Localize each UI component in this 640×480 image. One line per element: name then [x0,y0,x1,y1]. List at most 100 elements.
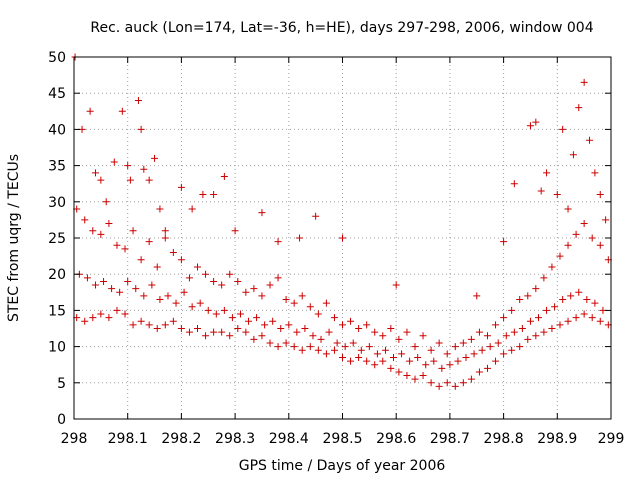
data-point [253,314,261,322]
data-point [169,317,177,325]
data-point [390,353,398,361]
data-point [403,372,411,380]
data-point [443,379,451,387]
data-point [580,78,588,86]
data-point [91,169,99,177]
data-point [129,227,137,235]
data-point [572,230,580,238]
data-point [285,321,293,329]
data-point [564,205,572,213]
data-point [451,343,459,351]
data-point [274,343,282,351]
data-point [347,317,355,325]
data-point [245,317,253,325]
data-point [422,361,430,369]
x-tick-label: 298.8 [484,431,524,447]
data-point [596,317,604,325]
data-point [435,382,443,390]
data-point [526,122,534,130]
data-point [540,328,548,336]
data-point [387,325,395,332]
data-point [228,314,236,322]
data-point [524,292,532,300]
data-point [322,299,330,307]
x-tick-label: 298.4 [269,431,309,447]
data-point [309,332,317,340]
data-point [97,176,105,184]
data-point [220,306,228,314]
data-point [306,303,314,311]
data-point [301,325,309,332]
data-point [296,234,304,242]
data-point [113,306,121,314]
data-point [129,321,137,329]
data-point [91,281,99,289]
data-point [459,379,467,387]
y-tick-label: 10 [48,340,66,356]
data-point [258,209,266,217]
data-point [492,321,500,329]
data-point [454,357,462,365]
data-point [379,332,387,340]
data-point [475,368,483,376]
data-point [427,346,435,354]
data-point [478,346,486,354]
data-point [161,321,169,329]
data-point [330,314,338,322]
data-point [258,332,266,340]
data-point [250,335,258,343]
data-point [242,288,250,296]
data-point [355,325,363,332]
data-point [475,328,483,336]
data-point [543,169,551,177]
x-tick-label: 298.5 [322,431,362,447]
data-point [86,107,94,115]
data-point [556,252,564,260]
data-point [185,328,193,336]
data-point [543,306,551,314]
data-point [210,191,218,199]
data-point [242,328,250,336]
data-point [290,299,298,307]
axis-ticks [73,56,612,420]
data-point [508,306,516,314]
data-point [314,310,322,318]
data-point [580,220,588,228]
data-point [185,274,193,282]
data-point [218,328,226,336]
data-point [596,191,604,199]
data-point [113,241,121,249]
data-point [414,353,422,361]
data-point [591,169,599,177]
data-point [339,353,346,361]
data-point [234,325,242,332]
data-point [282,339,290,347]
data-point [231,227,239,235]
x-tick-label: 298.9 [537,431,577,447]
data-point [126,176,134,184]
data-point [516,343,524,351]
data-point [218,281,226,289]
data-point [379,357,387,365]
data-point [339,321,346,329]
chart-title: Rec. auck (Lon=174, Lat=-36, h=HE), days… [90,20,593,36]
data-point [446,361,454,369]
data-point [317,335,325,343]
data-point [140,292,148,300]
y-tick-label: 40 [48,122,66,138]
data-point [387,364,395,372]
data-point [363,321,371,329]
data-point [293,328,301,336]
data-point [551,303,559,311]
data-point [236,310,244,318]
data-point [572,314,580,322]
data-point [83,274,91,282]
data-point [502,332,510,340]
data-point [169,248,177,256]
data-point [349,339,357,347]
data-point [459,339,467,347]
data-point [194,263,202,271]
data-point [371,361,379,369]
data-point [392,281,400,289]
data-point [569,151,577,159]
